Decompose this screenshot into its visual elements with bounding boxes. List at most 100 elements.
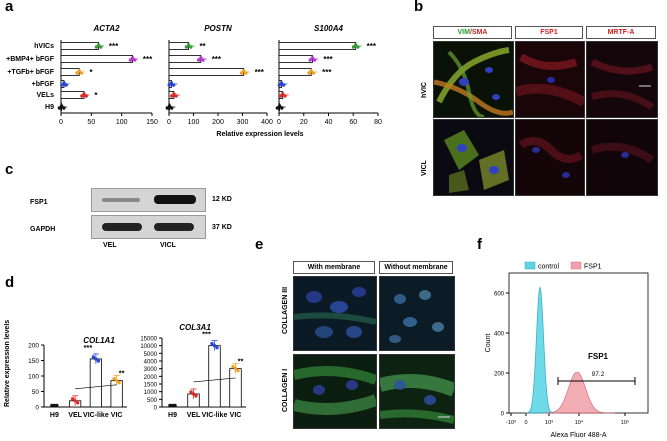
x-tick-label: 40 bbox=[325, 119, 333, 126]
significance-label: ** bbox=[238, 357, 244, 366]
data-point bbox=[312, 58, 317, 62]
x-tick-label: 20 bbox=[300, 119, 308, 126]
y-tick-label: 200 bbox=[28, 343, 39, 350]
y-tick-label: 600 bbox=[494, 292, 505, 298]
data-point bbox=[77, 69, 81, 73]
significance-label: *** bbox=[109, 42, 119, 51]
y-axis-label: Count bbox=[485, 334, 492, 353]
data-point bbox=[308, 58, 312, 62]
y-tick-label: 1500 bbox=[144, 383, 158, 389]
fsp1-histogram bbox=[544, 371, 615, 414]
data-point bbox=[170, 94, 174, 98]
data-point bbox=[167, 104, 172, 108]
x-tick-label: VIC-like bbox=[83, 412, 109, 419]
panel-d-label: d bbox=[5, 274, 15, 291]
data-point bbox=[82, 92, 86, 96]
panel-a-label: a bbox=[5, 0, 14, 15]
data-point bbox=[80, 94, 84, 98]
x-tick-label: 400 bbox=[261, 119, 273, 126]
y-tick-label: 10000 bbox=[140, 344, 157, 350]
data-point bbox=[75, 71, 79, 75]
data-point bbox=[114, 378, 119, 383]
x-tick-label: VIC bbox=[230, 412, 242, 419]
data-point bbox=[52, 403, 57, 408]
legend-swatch-control bbox=[524, 261, 536, 270]
blot-gapdh bbox=[91, 215, 206, 239]
data-point bbox=[94, 357, 98, 361]
panel-c-label: c bbox=[5, 161, 14, 178]
x-tick-label: 200 bbox=[212, 119, 224, 126]
significance-label: ** bbox=[119, 369, 125, 378]
gate-label: FSP1 bbox=[588, 352, 609, 361]
micrograph-vicl-vim-sma bbox=[433, 119, 514, 196]
panel-f-label: f bbox=[477, 236, 482, 253]
data-point bbox=[239, 71, 244, 75]
x-tick-label: 300 bbox=[237, 119, 249, 126]
data-point bbox=[278, 94, 283, 98]
data-point bbox=[279, 81, 284, 85]
micrograph-col3-without bbox=[379, 276, 455, 351]
data-point bbox=[311, 71, 316, 75]
chart-title: POSTN bbox=[204, 24, 232, 33]
data-point bbox=[91, 355, 96, 359]
y-tick-label: 50 bbox=[32, 389, 40, 396]
data-point bbox=[199, 56, 203, 60]
y-tick-label: 150 bbox=[28, 358, 39, 365]
y-tick-label: 15000 bbox=[140, 337, 157, 343]
x-tick-label: 60 bbox=[349, 119, 357, 126]
chart-title: COL3A1 bbox=[179, 323, 211, 332]
data-point bbox=[94, 45, 99, 49]
size-label-12kd: 12 KD bbox=[212, 196, 232, 203]
data-point bbox=[169, 81, 174, 85]
data-point bbox=[169, 106, 174, 110]
data-point bbox=[130, 56, 135, 60]
data-point bbox=[310, 56, 315, 60]
row-label: VELs bbox=[36, 92, 54, 99]
data-point bbox=[79, 71, 84, 75]
data-point bbox=[62, 81, 66, 85]
y-tick-label: 4000 bbox=[144, 360, 158, 366]
comparison-line bbox=[75, 384, 117, 390]
micrograph-col3-with bbox=[293, 276, 377, 351]
band-vel-gapdh bbox=[102, 223, 142, 231]
row-label: +TGFb+ bFGF bbox=[7, 69, 54, 76]
band-label-fsp1: FSP1 bbox=[30, 199, 48, 206]
data-point bbox=[189, 390, 193, 394]
micrograph-vicl-mrtfa bbox=[586, 119, 658, 196]
data-point bbox=[277, 104, 282, 108]
data-point bbox=[50, 403, 54, 408]
data-point bbox=[275, 106, 280, 110]
data-point bbox=[244, 71, 248, 75]
data-point bbox=[96, 359, 101, 363]
data-point bbox=[212, 343, 217, 348]
band-vicl-fsp1 bbox=[154, 195, 196, 204]
micrograph-hvic-mrtfa bbox=[586, 41, 658, 118]
significance-label: *** bbox=[212, 55, 222, 64]
data-point bbox=[62, 106, 66, 110]
data-point bbox=[356, 45, 360, 49]
data-point bbox=[173, 403, 177, 408]
data-point bbox=[84, 94, 88, 98]
data-point bbox=[73, 399, 77, 403]
x-tick-label: VIC bbox=[111, 412, 123, 419]
data-point bbox=[133, 58, 137, 62]
size-label-37kd: 37 KD bbox=[212, 224, 232, 231]
data-point bbox=[75, 401, 80, 405]
x-tick-label: 0 bbox=[167, 119, 171, 126]
data-point bbox=[309, 69, 313, 73]
data-point bbox=[57, 106, 62, 110]
y-tick-label: 400 bbox=[494, 332, 505, 338]
y-tick-label: 200 bbox=[494, 372, 505, 378]
y-tick-label: 0 bbox=[501, 412, 505, 418]
data-point bbox=[233, 366, 238, 371]
micrograph-col1-with bbox=[293, 354, 377, 429]
data-point bbox=[354, 43, 358, 47]
significance-label: *** bbox=[255, 68, 265, 77]
data-point bbox=[128, 58, 133, 62]
lane-label-vicl: VICL bbox=[160, 242, 176, 249]
y-tick-label: 5000 bbox=[144, 352, 158, 358]
x-tick-label: VIC-like bbox=[202, 412, 228, 419]
x-tick-label: 10⁵ bbox=[621, 419, 629, 426]
